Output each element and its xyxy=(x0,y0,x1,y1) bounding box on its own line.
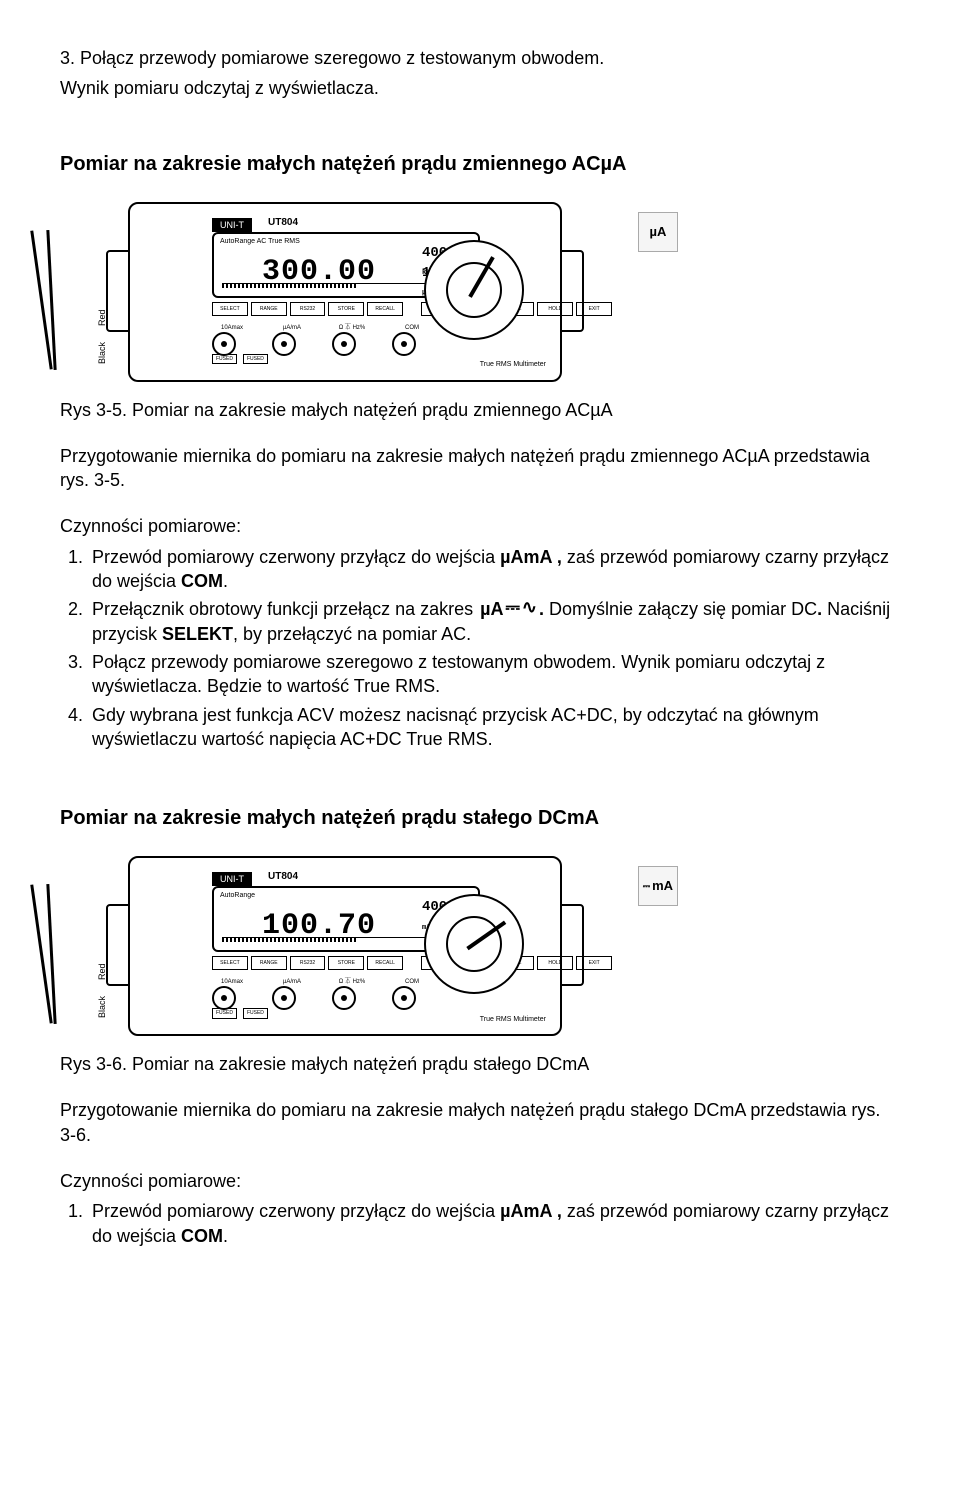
lcd-topline: AutoRange xyxy=(220,891,255,900)
jack[interactable] xyxy=(212,332,236,356)
t: , by przełączyć na pomiar AC. xyxy=(233,624,471,644)
acua-op-2: Przełącznik obrotowy funkcji przełącz na… xyxy=(88,597,900,646)
jack-row: 10Amax µA/mA Ω ⏄ Hz% COM xyxy=(212,324,432,356)
dc-symbol: ⎓ xyxy=(643,880,650,892)
probes xyxy=(32,880,66,1030)
btn[interactable]: RANGE xyxy=(251,956,287,970)
jack[interactable] xyxy=(212,986,236,1010)
fuse-labels: FUSEDFUSED xyxy=(212,1008,268,1019)
t: . xyxy=(223,571,228,591)
jack-label: Ω ⏄ Hz% xyxy=(332,978,372,986)
jack-row: 10Amax µA/mA Ω ⏄ Hz% COM xyxy=(212,978,432,1010)
dcma-ops-list: Przewód pomiarowy czerwony przyłącz do w… xyxy=(88,1199,900,1248)
fig-3-5-caption: Rys 3-5. Pomiar na zakresie małych natęż… xyxy=(60,398,900,422)
jack[interactable] xyxy=(332,986,356,1010)
range-inline-icon: µA⎓∿ xyxy=(478,597,539,621)
acua-op-4: Gdy wybrana jest funkcja ACV możesz naci… xyxy=(88,703,900,752)
button-row: SELECT RANGE RS232 STORE RECALL SEND MAX… xyxy=(212,302,612,316)
dcma-prep: Przygotowanie miernika do pomiaru na zak… xyxy=(60,1098,900,1147)
multimeter-acua: Black Red UNI-T UT804 AutoRange AC True … xyxy=(60,196,620,386)
btn[interactable]: EXIT xyxy=(576,302,612,316)
fuse-labels: FUSEDFUSED xyxy=(212,354,268,365)
lcd-topline: AutoRange AC True RMS xyxy=(220,237,300,246)
step3-line2: Wynik pomiaru odczytaj z wyświetlacza. xyxy=(60,76,900,100)
dcma-op-1: Przewód pomiarowy czerwony przyłącz do w… xyxy=(88,1199,900,1248)
brand-badge: UNI-T xyxy=(212,218,252,232)
btn[interactable]: RECALL xyxy=(367,302,403,316)
jack[interactable] xyxy=(392,332,416,356)
range-icon-ua: µA xyxy=(638,212,678,252)
btn[interactable]: HOLD xyxy=(537,302,573,316)
btn[interactable]: STORE xyxy=(328,302,364,316)
jack[interactable] xyxy=(272,332,296,356)
figure-3-6: Black Red UNI-T UT804 AutoRange 100.70 4… xyxy=(60,850,900,1040)
btn[interactable]: SELECT xyxy=(212,302,248,316)
fig-3-6-caption: Rys 3-6. Pomiar na zakresie małych natęż… xyxy=(60,1052,900,1076)
btn[interactable]: HOLD xyxy=(537,956,573,970)
trms-label: True RMS Multimeter xyxy=(480,1015,546,1024)
rotary-dial[interactable] xyxy=(424,240,524,340)
t: . xyxy=(539,599,549,619)
btn[interactable]: RECALL xyxy=(367,956,403,970)
btn[interactable]: SELECT xyxy=(212,956,248,970)
brand-badge: UNI-T xyxy=(212,872,252,886)
t: Przełącznik obrotowy funkcji przełącz na… xyxy=(92,599,478,619)
meter-case: UNI-T UT804 AutoRange 100.70 400.0 mA SE… xyxy=(128,856,562,1036)
step3-line1: 3. Połącz przewody pomiarowe szeregowo z… xyxy=(60,46,900,70)
section-dcma-heading: Pomiar na zakresie małych natężeń prądu … xyxy=(60,805,900,832)
t: . xyxy=(223,1226,228,1246)
t: COM xyxy=(181,1226,223,1246)
t: µAmA , xyxy=(500,1201,562,1221)
jack-label: Ω ⏄ Hz% xyxy=(332,324,372,332)
probes xyxy=(32,226,66,376)
ma-text: mA xyxy=(652,877,673,895)
btn[interactable]: RS232 xyxy=(290,956,326,970)
jack-label: µA/mA xyxy=(272,324,312,332)
t: COM xyxy=(181,571,223,591)
btn[interactable]: STORE xyxy=(328,956,364,970)
acua-op-1: Przewód pomiarowy czerwony przyłącz do w… xyxy=(88,545,900,594)
rotary-dial[interactable] xyxy=(424,894,524,994)
jack-label: COM xyxy=(392,978,432,986)
jack[interactable] xyxy=(392,986,416,1010)
model-label: UT804 xyxy=(268,216,298,230)
model-label: UT804 xyxy=(268,870,298,884)
t: Przewód pomiarowy czerwony przyłącz do w… xyxy=(92,1201,500,1221)
figure-3-5: Black Red UNI-T UT804 AutoRange AC True … xyxy=(60,196,900,386)
probe-black-label: Black xyxy=(96,996,108,1018)
btn[interactable]: RANGE xyxy=(251,302,287,316)
acua-op-3: Połącz przewody pomiarowe szeregowo z te… xyxy=(88,650,900,699)
button-row: SELECT RANGE RS232 STORE RECALL SEND MAX… xyxy=(212,956,612,970)
t: µAmA , xyxy=(500,547,562,567)
jack-label: 10Amax xyxy=(212,978,252,986)
btn[interactable]: EXIT xyxy=(576,956,612,970)
acua-ops-list: Przewód pomiarowy czerwony przyłącz do w… xyxy=(88,545,900,751)
trms-label: True RMS Multimeter xyxy=(480,360,546,369)
jack-label: 10Amax xyxy=(212,324,252,332)
dcma-ops-label: Czynności pomiarowe: xyxy=(60,1169,900,1193)
t: Przewód pomiarowy czerwony przyłącz do w… xyxy=(92,547,500,567)
btn[interactable]: RS232 xyxy=(290,302,326,316)
range-icon-ma: ⎓ mA xyxy=(638,866,678,906)
probe-black-label: Black xyxy=(96,342,108,364)
jack[interactable] xyxy=(272,986,296,1010)
meter-case: UNI-T UT804 AutoRange AC True RMS 300.00… xyxy=(128,202,562,382)
t: . xyxy=(817,599,827,619)
acua-ops-label: Czynności pomiarowe: xyxy=(60,514,900,538)
t: SELEKT xyxy=(162,624,233,644)
t: Domyślnie załączy się pomiar DC xyxy=(549,599,817,619)
multimeter-dcma: Black Red UNI-T UT804 AutoRange 100.70 4… xyxy=(60,850,620,1040)
section-acua-heading: Pomiar na zakresie małych natężeń prądu … xyxy=(60,151,900,178)
jack-label: µA/mA xyxy=(272,978,312,986)
acua-prep: Przygotowanie miernika do pomiaru na zak… xyxy=(60,444,900,493)
jack[interactable] xyxy=(332,332,356,356)
jack-label: COM xyxy=(392,324,432,332)
